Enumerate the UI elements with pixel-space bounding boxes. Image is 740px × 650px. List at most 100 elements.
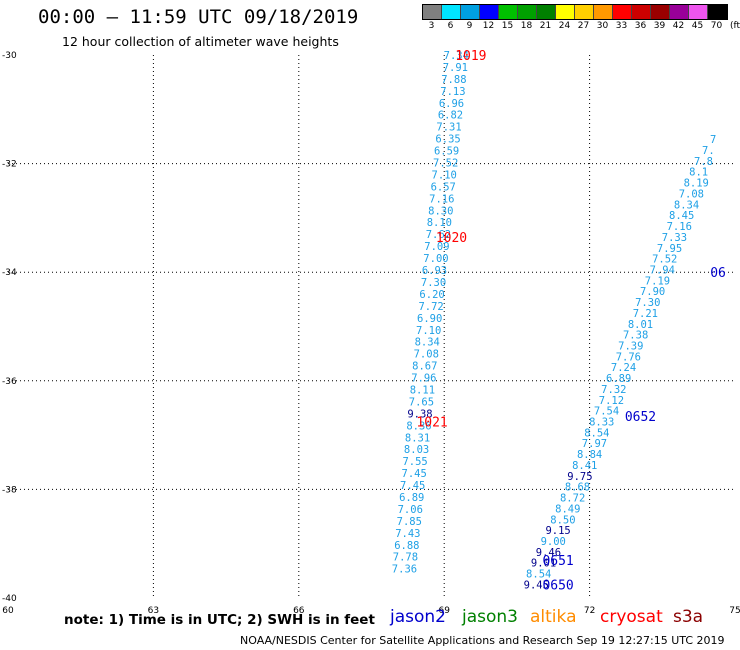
swh-point: 7.54 bbox=[594, 406, 619, 418]
track-cryosat: 7.347.917.887.136.966.827.316.356.597.52… bbox=[392, 49, 487, 576]
swh-point: 7.12 bbox=[599, 395, 624, 407]
legend-swatch-36 bbox=[632, 5, 651, 19]
swh-point: 7.45 bbox=[402, 468, 427, 480]
swh-point: 7.30 bbox=[635, 297, 660, 309]
swh-point: 9.01 bbox=[531, 558, 556, 570]
swh-point: 7.16 bbox=[429, 193, 454, 205]
swh-point: 7.24 bbox=[611, 362, 636, 374]
swh-point: 7.72 bbox=[418, 301, 443, 313]
swh-point: 6.90 bbox=[417, 313, 442, 325]
swh-point: 7.10 bbox=[432, 169, 457, 181]
satellite-label-cryosat: cryosat bbox=[600, 607, 663, 627]
swh-point: 8.50 bbox=[550, 514, 575, 526]
legend-swatch-70 bbox=[708, 5, 727, 19]
y-tick--40: -40 bbox=[2, 594, 17, 604]
legend-label-15: 15 bbox=[501, 21, 514, 31]
y-tick--36: -36 bbox=[2, 377, 17, 387]
swh-point: 6.89 bbox=[399, 492, 424, 504]
legend-label-33: 33 bbox=[615, 21, 628, 31]
swh-point: 7.52 bbox=[433, 158, 458, 170]
legend-swatch-21 bbox=[537, 5, 556, 19]
legend-label-42: 42 bbox=[672, 21, 685, 31]
legend-swatch-45 bbox=[689, 5, 708, 19]
swh-point: 7.8 bbox=[694, 156, 713, 168]
swh-point: 8.49 bbox=[555, 503, 580, 515]
legend-label-9: 9 bbox=[466, 21, 473, 31]
x-tick-60: 60 bbox=[2, 606, 14, 616]
swh-point: 7.97 bbox=[582, 438, 607, 450]
swh-point: 7.33 bbox=[662, 232, 687, 244]
legend-swatch-12 bbox=[480, 5, 499, 19]
satellite-label-jason3: jason3 bbox=[462, 607, 518, 627]
swh-point: 7.95 bbox=[657, 243, 682, 255]
y-tick--34: -34 bbox=[2, 268, 17, 278]
swh-point: 9.46 bbox=[536, 547, 561, 559]
legend-label-21: 21 bbox=[539, 21, 552, 31]
swh-point: 8.01 bbox=[628, 319, 653, 331]
swh-point: 7.32 bbox=[601, 384, 626, 396]
x-tick-75: 75 bbox=[729, 606, 740, 616]
swh-point: 6.88 bbox=[394, 540, 419, 552]
x-tick-63: 63 bbox=[148, 606, 159, 616]
swh-point: 8.34 bbox=[415, 337, 440, 349]
swh-point: 6.82 bbox=[438, 110, 463, 122]
satellite-label-jason2: jason2 bbox=[390, 607, 446, 627]
swh-point: 7.31 bbox=[436, 122, 461, 134]
legend-swatch-33 bbox=[613, 5, 632, 19]
swh-point: 8.54 bbox=[584, 427, 609, 439]
swh-point: 7.36 bbox=[392, 564, 417, 576]
swh-point: 7.30 bbox=[421, 277, 446, 289]
swh-point: 7.65 bbox=[409, 396, 434, 408]
time-label: 0651 bbox=[542, 554, 573, 569]
swh-point: 7.55 bbox=[402, 456, 427, 468]
swh-point: 7.09 bbox=[424, 241, 449, 253]
swh-point: 9.75 bbox=[567, 471, 592, 483]
time-label: 1021 bbox=[416, 416, 447, 431]
swh-point: 7.91 bbox=[443, 62, 468, 74]
swh-point: 8.54 bbox=[526, 569, 551, 581]
swh-point: 9.45 bbox=[524, 579, 549, 591]
swh-point: 7.13 bbox=[440, 86, 465, 98]
swh-point: 8.1 bbox=[689, 167, 708, 179]
legend-label-30: 30 bbox=[596, 21, 609, 31]
swh-point: 7.34 bbox=[444, 50, 469, 62]
swh-color-legend bbox=[422, 4, 728, 20]
swh-point: 8.31 bbox=[405, 432, 430, 444]
legend-label-24: 24 bbox=[558, 21, 571, 31]
credit-line: NOAA/NESDIS Center for Satellite Applica… bbox=[240, 634, 725, 647]
legend-label-12: 12 bbox=[482, 21, 495, 31]
swh-point: 8.45 bbox=[669, 210, 694, 222]
legend-swatch-15 bbox=[499, 5, 518, 19]
swh-point: 6.89 bbox=[606, 373, 631, 385]
swh-point: 7.85 bbox=[397, 516, 422, 528]
time-label: 1019 bbox=[455, 49, 486, 64]
time-label: 0650 bbox=[542, 578, 573, 593]
x-tick-66: 66 bbox=[293, 606, 305, 616]
time-label: 06 bbox=[710, 266, 726, 281]
page-title: 00:00 – 11:59 UTC 09/18/2019 bbox=[38, 6, 359, 28]
swh-point: 7.88 bbox=[441, 74, 466, 86]
legend-label-70: 70 bbox=[710, 21, 723, 31]
swh-point: 6.57 bbox=[431, 181, 456, 193]
y-tick--32: -32 bbox=[2, 160, 17, 170]
legend-label-39: 39 bbox=[653, 21, 666, 31]
swh-point: 6.20 bbox=[419, 289, 444, 301]
time-label: 1020 bbox=[436, 231, 467, 246]
swh-point: 7.38 bbox=[623, 330, 648, 342]
swh-point: 6.93 bbox=[422, 265, 447, 277]
swh-point: 8.30 bbox=[428, 205, 453, 217]
swh-point: 6.59 bbox=[434, 146, 459, 158]
tracks: 7.347.917.887.136.966.827.316.356.597.52… bbox=[392, 49, 726, 593]
legend-swatch-30 bbox=[594, 5, 613, 19]
satellite-label-altika: altika bbox=[530, 607, 577, 627]
legend-label-45: 45 bbox=[691, 21, 704, 31]
swh-point: 8.68 bbox=[565, 482, 590, 494]
swh-point: 6.35 bbox=[435, 134, 460, 146]
satellite-label-s3a: s3a bbox=[673, 607, 704, 627]
swh-point: 8.72 bbox=[560, 493, 585, 505]
swh-point: 7.52 bbox=[652, 254, 677, 266]
legend-swatch-3 bbox=[423, 5, 442, 19]
swh-point: 7.16 bbox=[667, 221, 692, 233]
swh-point: 8.41 bbox=[572, 460, 597, 472]
